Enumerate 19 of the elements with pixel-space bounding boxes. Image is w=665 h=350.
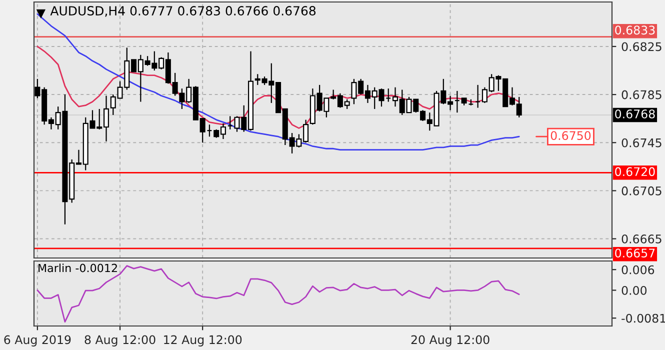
y-tick-label: 0.006 [622, 265, 654, 274]
chart-title: AUDUSD,H4 0.6777 0.6783 0.6766 0.6768 [50, 6, 316, 17]
x-tick-label: 12 Aug 12:00 [164, 335, 242, 346]
y-tick-label: 0.6745 [622, 138, 662, 148]
x-tick-label: 6 Aug 2019 [4, 335, 71, 346]
x-tick-label: 20 Aug 12:00 [411, 335, 490, 346]
ref-line-label: 0.6720 [615, 167, 655, 176]
x-tick-label: 8 Aug 12:00 [84, 335, 156, 346]
chart-title: Marlin -0.0012 [38, 264, 117, 272]
y-tick-label: 0.6785 [622, 90, 662, 100]
line-series [36, 265, 520, 323]
y-tick-label: 0.6705 [622, 186, 662, 196]
annotation: 0.6750 [550, 131, 591, 140]
y-tick-label: 0.00 [622, 286, 647, 295]
y-tick-label: 0.6825 [622, 42, 662, 52]
ref-line-label: 0.6833 [615, 26, 655, 35]
ref-line-label: 0.6768 [615, 109, 655, 118]
ref-line-label: 0.6657 [615, 248, 655, 258]
y-tick-label: 0.6665 [622, 234, 662, 244]
